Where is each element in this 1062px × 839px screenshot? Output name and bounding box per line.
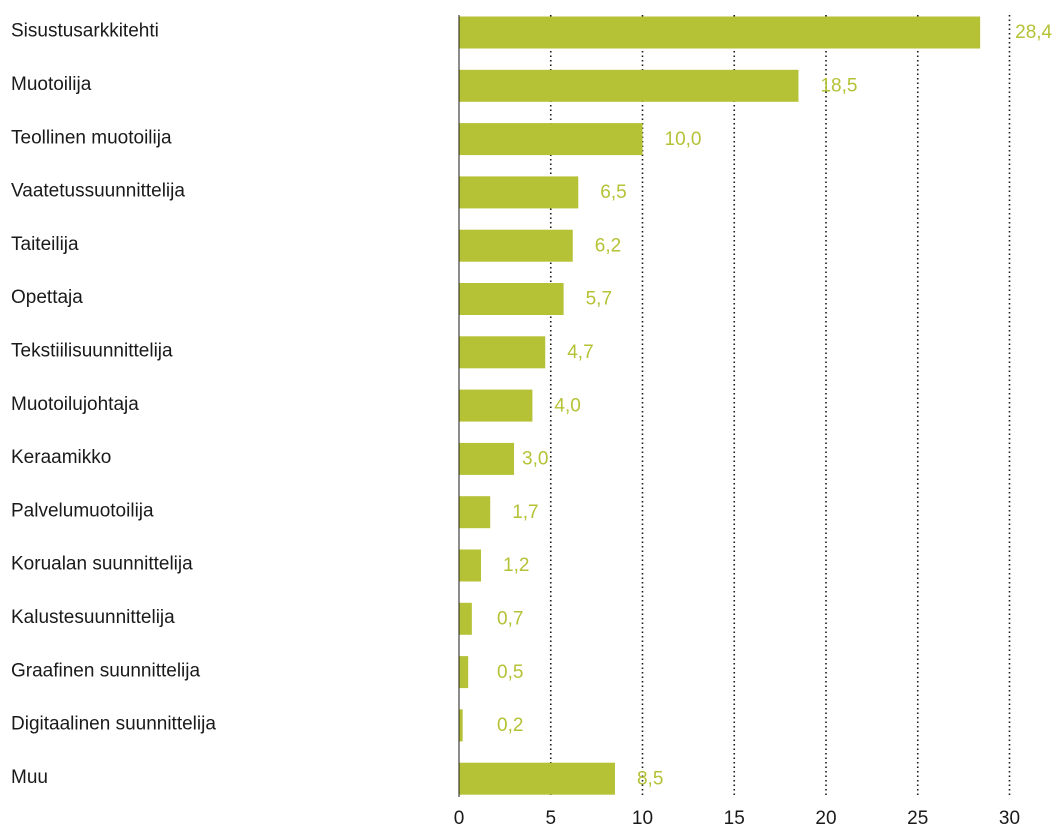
bar-7 [459, 336, 546, 369]
bar-15 [459, 762, 615, 795]
category-label-10: Palvelumuotoilija [11, 500, 154, 521]
bar-14 [459, 709, 463, 742]
x-tick-label-15: 15 [724, 808, 745, 829]
category-labels: Sisustusarkkitehti Muotoilija Teollinen mu… [11, 21, 216, 788]
value-label-15: 8,5 [637, 768, 663, 789]
category-label-9: Keraamikko [11, 447, 111, 468]
value-label-7: 4,7 [567, 342, 593, 363]
value-label-6: 5,7 [586, 289, 612, 310]
category-label-12: Kalustesuunnittelija [11, 607, 175, 628]
value-label-2: 18,5 [820, 76, 857, 97]
x-tick-labels: 0 5 10 15 20 25 30 [454, 808, 1020, 829]
category-label-8: Muotoilujohtaja [11, 394, 139, 415]
bar-8 [459, 389, 533, 422]
bar-5 [459, 229, 573, 262]
bar-9 [459, 442, 515, 475]
value-label-1: 28,4 [1015, 22, 1052, 43]
bar-10 [459, 496, 491, 529]
x-tick-label-0: 0 [454, 808, 465, 829]
bars [459, 16, 981, 795]
x-tick-label-25: 25 [907, 808, 928, 829]
value-label-5: 6,2 [595, 235, 621, 256]
category-label-15: Muu [11, 767, 48, 788]
category-label-11: Korualan suunnittelija [11, 554, 193, 575]
category-label-6: Opettaja [11, 287, 83, 308]
bar-12 [459, 602, 472, 635]
category-label-5: Taiteilija [11, 234, 79, 255]
value-label-11: 1,2 [503, 555, 529, 576]
bar-11 [459, 549, 482, 582]
bar-2 [459, 69, 799, 102]
category-label-1: Sisustusarkkitehti [11, 21, 159, 42]
category-label-14: Digitaalinen suunnittelija [11, 714, 216, 735]
x-tick-label-5: 5 [545, 808, 556, 829]
category-label-3: Teollinen muotoilija [11, 127, 172, 148]
value-label-12: 0,7 [497, 609, 523, 630]
bar-1 [459, 16, 981, 49]
bar-3 [459, 123, 643, 156]
category-label-13: Graafinen suunnittelija [11, 660, 200, 681]
value-label-8: 4,0 [554, 395, 580, 416]
x-tick-label-30: 30 [999, 808, 1020, 829]
bar-4 [459, 176, 579, 209]
category-label-2: Muotoilija [11, 74, 92, 95]
x-tick-label-10: 10 [632, 808, 653, 829]
value-label-13: 0,5 [497, 662, 523, 683]
value-label-3: 10,0 [665, 129, 702, 150]
value-label-14: 0,2 [497, 715, 523, 736]
category-label-4: Vaatetussuunnittelija [11, 181, 185, 202]
bar-6 [459, 283, 564, 315]
value-label-4: 6,5 [600, 182, 626, 203]
bar-13 [459, 656, 469, 689]
category-label-7: Tekstiilisuunnittelija [11, 340, 173, 361]
value-label-10: 1,7 [512, 502, 538, 523]
x-tick-label-20: 20 [815, 808, 836, 829]
value-labels: 28,4 18,5 10,0 6,5 6,2 5,7 4,7 4,0 3,0 1,7 1,2 0,7 0… [497, 22, 1053, 789]
value-label-9: 3,0 [522, 449, 548, 470]
